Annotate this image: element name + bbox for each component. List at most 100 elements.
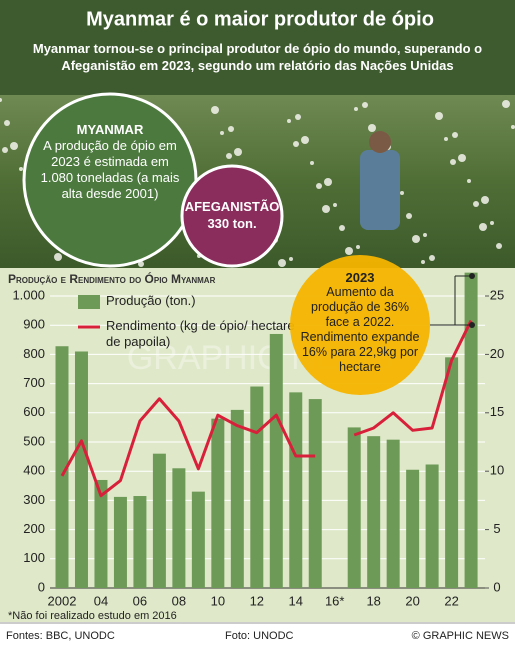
legend-label: Produção (ton.)	[106, 293, 196, 308]
flower	[496, 243, 502, 249]
callout-heading: AFEGANISTÃO	[184, 199, 280, 214]
flower	[473, 201, 479, 207]
y-tick-label: 700	[23, 375, 45, 390]
flower	[10, 142, 18, 150]
flower	[406, 213, 412, 219]
footnote: *Não foi realizado estudo em 2016	[8, 610, 177, 622]
annotation-circle	[290, 255, 430, 395]
y2-tick-label: 25	[490, 287, 504, 302]
flower	[362, 102, 368, 108]
flower	[278, 259, 286, 267]
bar	[269, 333, 283, 588]
callout-heading: MYANMAR	[76, 122, 144, 137]
legend-entry: Produção (ton.)	[106, 293, 196, 308]
y-tick-label: 900	[23, 317, 45, 332]
flower	[429, 255, 435, 261]
bar	[386, 439, 400, 588]
flower	[400, 191, 404, 195]
bar	[74, 351, 88, 588]
annotation: 2023 Aumento da produção de 36% face a 2…	[300, 270, 420, 375]
bar	[230, 409, 244, 588]
x-tick-label: 14	[289, 593, 303, 608]
annotation-heading: 2023	[345, 270, 375, 285]
flower	[226, 153, 232, 159]
flower	[211, 106, 219, 114]
myanmar-callout: MYANMAR A produção de ópio em 2023 é est…	[36, 122, 184, 202]
x-tick-label: 18	[366, 593, 380, 608]
flower	[421, 260, 425, 264]
flower	[444, 137, 448, 141]
copyright: © GRAPHIC NEWS	[412, 630, 509, 642]
flower	[423, 233, 427, 237]
bar	[425, 464, 439, 588]
flower	[220, 131, 224, 135]
bar	[113, 496, 127, 588]
bar	[55, 346, 69, 588]
flower	[287, 119, 291, 123]
flower	[293, 141, 299, 147]
y-tick-label: 100	[23, 550, 45, 565]
flower	[322, 205, 330, 213]
header-bg	[0, 0, 515, 95]
farmer-head	[369, 131, 391, 153]
flower	[502, 100, 510, 108]
y-tick-label: 0	[38, 579, 45, 594]
bar	[464, 272, 478, 588]
flower	[339, 225, 345, 231]
flower	[289, 257, 293, 261]
bracket-dot	[469, 322, 475, 328]
flower	[467, 179, 471, 183]
x-tick-label: 10	[211, 593, 225, 608]
legend-entry: Rendimento (kg de ópio/ hectare de papoi…	[106, 318, 295, 349]
title: Myanmar é o maior produtor de ópio	[86, 8, 434, 30]
legend-label: Rendimento (kg de ópio/ hectare de papoi…	[106, 318, 295, 349]
callout-text: A produção de ópio em 2023 é estimada em…	[40, 138, 180, 201]
bar	[211, 418, 225, 588]
flower	[345, 247, 353, 255]
y-tick-label: 800	[23, 346, 45, 361]
farmer	[360, 150, 400, 230]
afghanistan-callout: AFEGANISTÃO 330 ton.	[182, 198, 282, 232]
x-tick-label: 16*	[325, 593, 345, 608]
annotation-text: Aumento da produção de 36% face a 2022. …	[300, 285, 420, 374]
flower	[450, 159, 456, 165]
line	[60, 319, 473, 498]
y2-tick-label: 0	[493, 579, 500, 594]
flower	[511, 125, 515, 129]
flower	[490, 221, 494, 225]
y2-tick-label: 10	[490, 463, 504, 478]
bar	[172, 468, 186, 588]
bar	[250, 386, 264, 588]
flower	[234, 148, 242, 156]
flower	[0, 98, 2, 102]
flower	[356, 245, 360, 249]
x-tick-label: 06	[133, 593, 147, 608]
afghanistan-circle	[180, 164, 284, 268]
bar	[191, 491, 205, 588]
callout-text: 330 ton.	[207, 216, 257, 231]
y2-tick-label: 20	[490, 346, 504, 361]
subtitle: Myanmar tornou-se o principal produtor d…	[32, 41, 483, 73]
bar	[347, 427, 361, 588]
x-tick-label: 22	[444, 593, 458, 608]
bar	[406, 469, 420, 588]
flower	[368, 124, 376, 132]
x-tick-label: 04	[94, 593, 108, 608]
y-tick-label: 1.000	[12, 287, 45, 302]
flower	[228, 126, 234, 132]
y-tick-label: 200	[23, 521, 45, 536]
bar	[94, 479, 108, 588]
flower	[19, 167, 23, 171]
legend-swatch	[78, 295, 100, 309]
flower	[316, 183, 322, 189]
y2-tick-label: 5	[493, 521, 500, 536]
flower	[354, 107, 358, 111]
y-tick-label: 400	[23, 463, 45, 478]
flower	[479, 223, 487, 231]
chart-title: Produção e Rendimento do Ópio Myanmar	[8, 271, 216, 286]
x-tick-label: 20	[405, 593, 419, 608]
flower	[333, 203, 337, 207]
y-tick-label: 600	[23, 404, 45, 419]
x-tick-label: 08	[172, 593, 186, 608]
